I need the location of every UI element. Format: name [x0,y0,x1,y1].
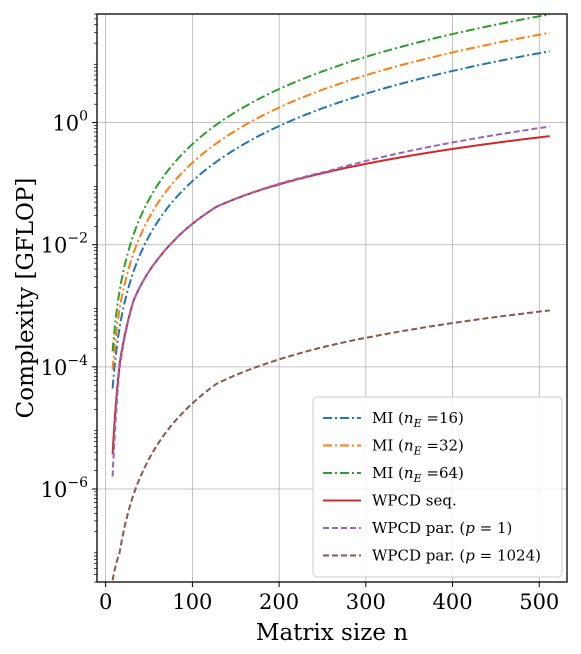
legend-box [312,396,563,578]
x-tick-label: 200 [259,590,299,614]
series-lines [111,13,550,581]
y-tick-label: 10−6 [41,475,88,502]
legend-label: WPCD par. (p = 1024) [372,547,541,565]
series-line-6 [111,309,550,581]
y-axis-label: Complexity [GFLOP] [13,178,39,419]
series-line-1 [111,50,550,389]
legend-label: MI (nE =64) [372,464,464,485]
y-tick-label: 100 [52,109,88,136]
legend-label: MI (nE =32) [372,437,464,458]
x-axis-label: Matrix size n [256,620,408,646]
legend-label: WPCD par. (p = 1) [372,519,512,537]
y-tick-label: 10−2 [41,231,88,258]
x-tick-label: 100 [172,590,212,614]
axis-ticks: 0 100 200 300 400 500 10−6 10−4 10−2 100 [41,13,559,614]
x-tick-label: 500 [519,590,559,614]
x-tick-label: 0 [99,590,112,614]
legend-label: WPCD seq. [372,492,457,510]
x-tick-label: 300 [346,590,386,614]
legend: MI (nE =16) MI (nE =32) MI (nE =64) WPCD se… [312,396,563,578]
y-tick-label: 10−4 [41,353,88,380]
legend-label: MI (nE =16) [372,409,464,430]
series-line-5 [111,125,550,477]
x-tick-label: 400 [432,590,472,614]
plot-frame [96,13,568,583]
